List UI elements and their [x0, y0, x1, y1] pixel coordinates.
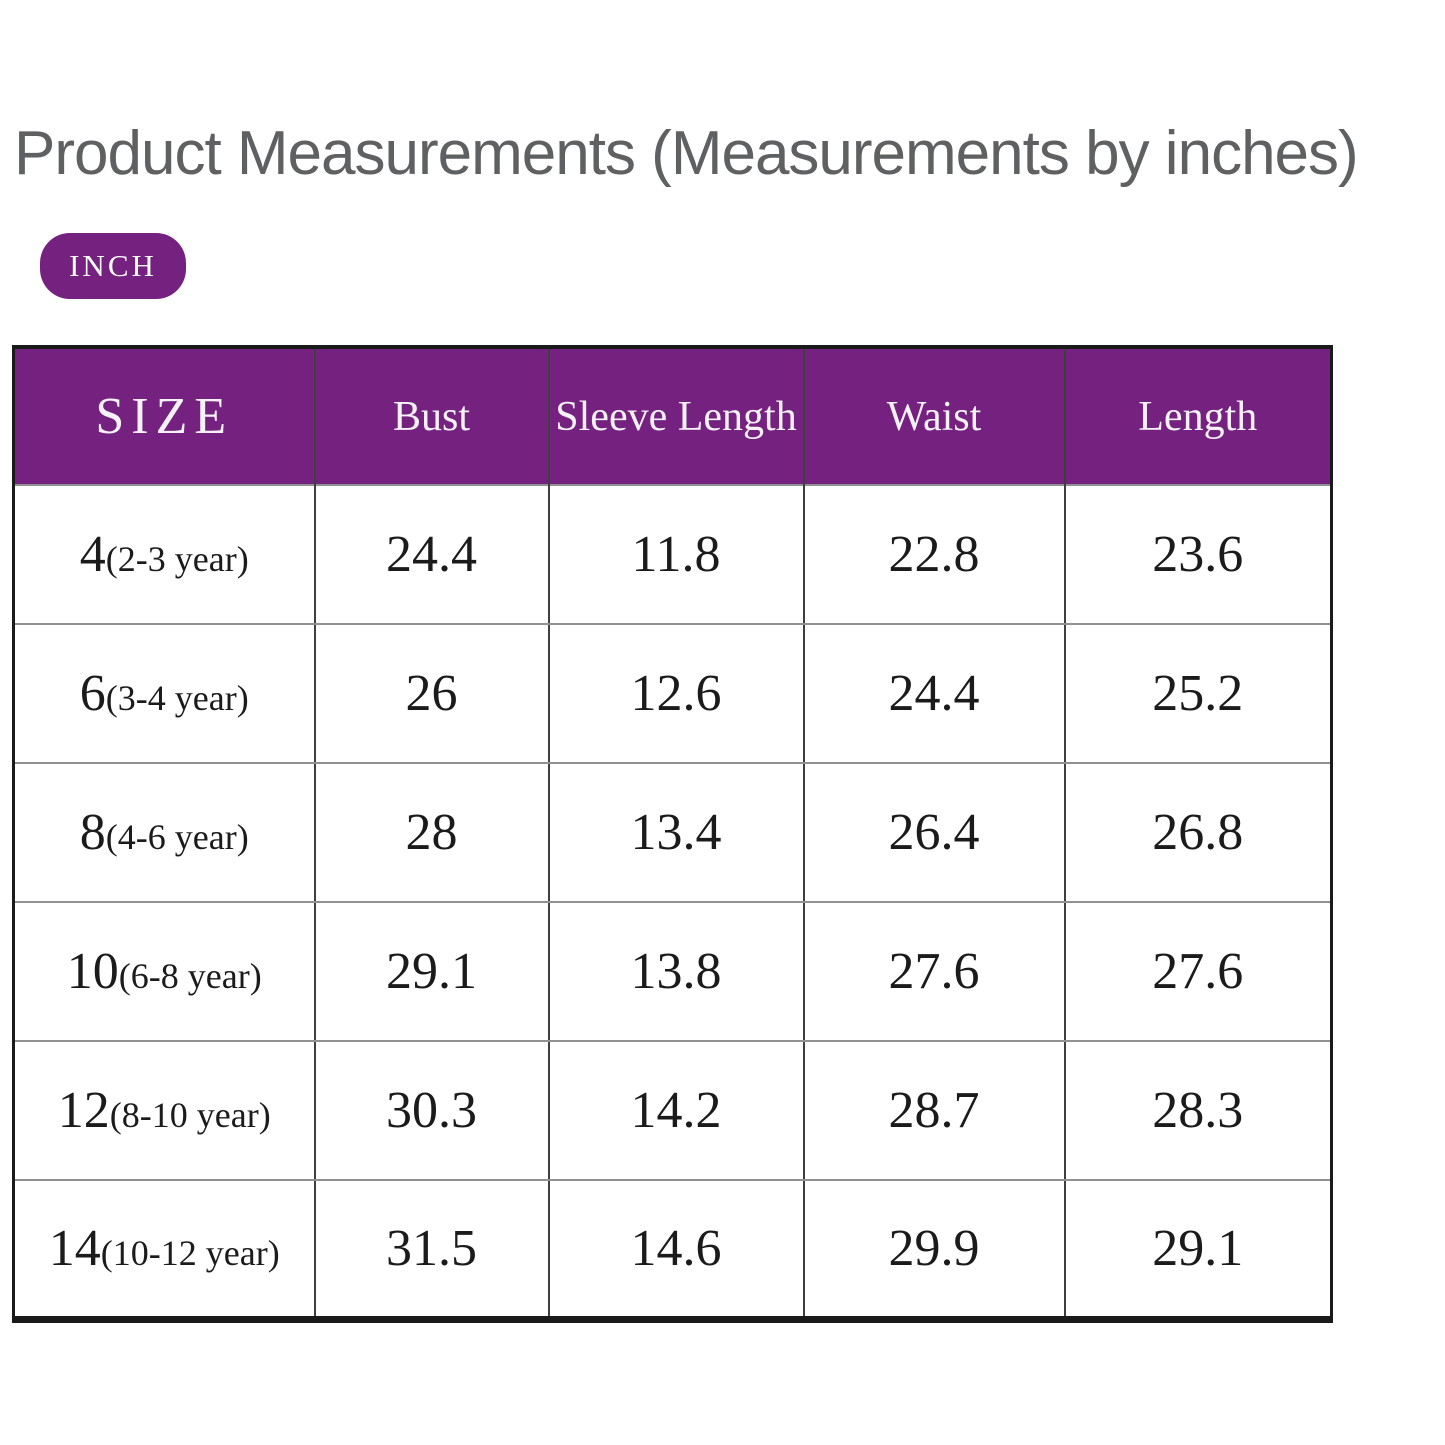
- table-row: 8(4-6 year) 28 13.4 26.4 26.8: [12, 762, 1333, 903]
- sleeve-length-value: 13.4: [547, 762, 805, 903]
- column-header-size: SIZE: [12, 347, 316, 485]
- size-label-cell: 14(10-12 year): [12, 1179, 316, 1320]
- size-number: 14: [48, 1219, 101, 1277]
- length-value: 23.6: [1063, 484, 1333, 625]
- size-label-cell: 4(2-3 year): [12, 484, 316, 625]
- size-label-cell: 12(8-10 year): [12, 1040, 316, 1181]
- bust-value: 24.4: [313, 484, 550, 625]
- column-header-waist: Waist: [802, 347, 1066, 485]
- size-age-range: (6-8 year): [118, 956, 262, 996]
- sleeve-length-value: 12.6: [547, 623, 805, 764]
- sleeve-length-value: 14.6: [547, 1179, 805, 1320]
- size-age-range: (8-10 year): [109, 1095, 271, 1135]
- inch-badge: INCH: [40, 233, 186, 299]
- size-number: 8: [79, 804, 106, 861]
- table-row: 14(10-12 year) 31.5 14.6 29.9 29.1: [12, 1179, 1333, 1320]
- size-number: 12: [57, 1082, 110, 1139]
- table-header-row: SIZE Bust Sleeve Length Waist Length: [12, 347, 1333, 485]
- sleeve-length-value: 14.2: [547, 1040, 805, 1181]
- length-value: 29.1: [1063, 1179, 1333, 1320]
- waist-value: 26.4: [802, 762, 1066, 903]
- size-age-range: (4-6 year): [105, 817, 249, 857]
- size-age-range: (2-3 year): [105, 539, 249, 579]
- bust-value: 28: [313, 762, 550, 903]
- size-age-range: (3-4 year): [105, 678, 249, 718]
- size-number: 4: [79, 526, 106, 583]
- waist-value: 27.6: [802, 901, 1066, 1042]
- waist-value: 29.9: [802, 1179, 1066, 1320]
- column-header-bust: Bust: [313, 347, 550, 485]
- page-title: Product Measurements (Measurements by in…: [14, 119, 1359, 188]
- size-label-cell: 10(6-8 year): [12, 901, 316, 1042]
- length-value: 27.6: [1063, 901, 1333, 1042]
- bust-value: 26: [313, 623, 550, 764]
- measurements-table: SIZE Bust Sleeve Length Waist Length 4(2…: [12, 345, 1333, 1323]
- size-label-cell: 8(4-6 year): [12, 762, 316, 903]
- size-number: 6: [79, 665, 106, 722]
- size-number: 10: [66, 943, 119, 1000]
- table-row: 12(8-10 year) 30.3 14.2 28.7 28.3: [12, 1040, 1333, 1181]
- waist-value: 22.8: [802, 484, 1066, 625]
- waist-value: 24.4: [802, 623, 1066, 764]
- column-header-sleeve-length: Sleeve Length: [547, 347, 805, 485]
- sleeve-length-value: 13.8: [547, 901, 805, 1042]
- length-value: 26.8: [1063, 762, 1333, 903]
- sleeve-length-value: 11.8: [547, 484, 805, 625]
- length-value: 28.3: [1063, 1040, 1333, 1181]
- waist-value: 28.7: [802, 1040, 1066, 1181]
- size-age-range: (10-12 year): [100, 1232, 280, 1273]
- bust-value: 29.1: [313, 901, 550, 1042]
- bust-value: 31.5: [313, 1179, 550, 1320]
- table-row: 6(3-4 year) 26 12.6 24.4 25.2: [12, 623, 1333, 764]
- length-value: 25.2: [1063, 623, 1333, 764]
- inch-badge-label: INCH: [69, 248, 157, 283]
- table-row: 10(6-8 year) 29.1 13.8 27.6 27.6: [12, 901, 1333, 1042]
- column-header-length: Length: [1063, 347, 1333, 485]
- table-row: 4(2-3 year) 24.4 11.8 22.8 23.6: [12, 484, 1333, 625]
- size-label-cell: 6(3-4 year): [12, 623, 316, 764]
- bust-value: 30.3: [313, 1040, 550, 1181]
